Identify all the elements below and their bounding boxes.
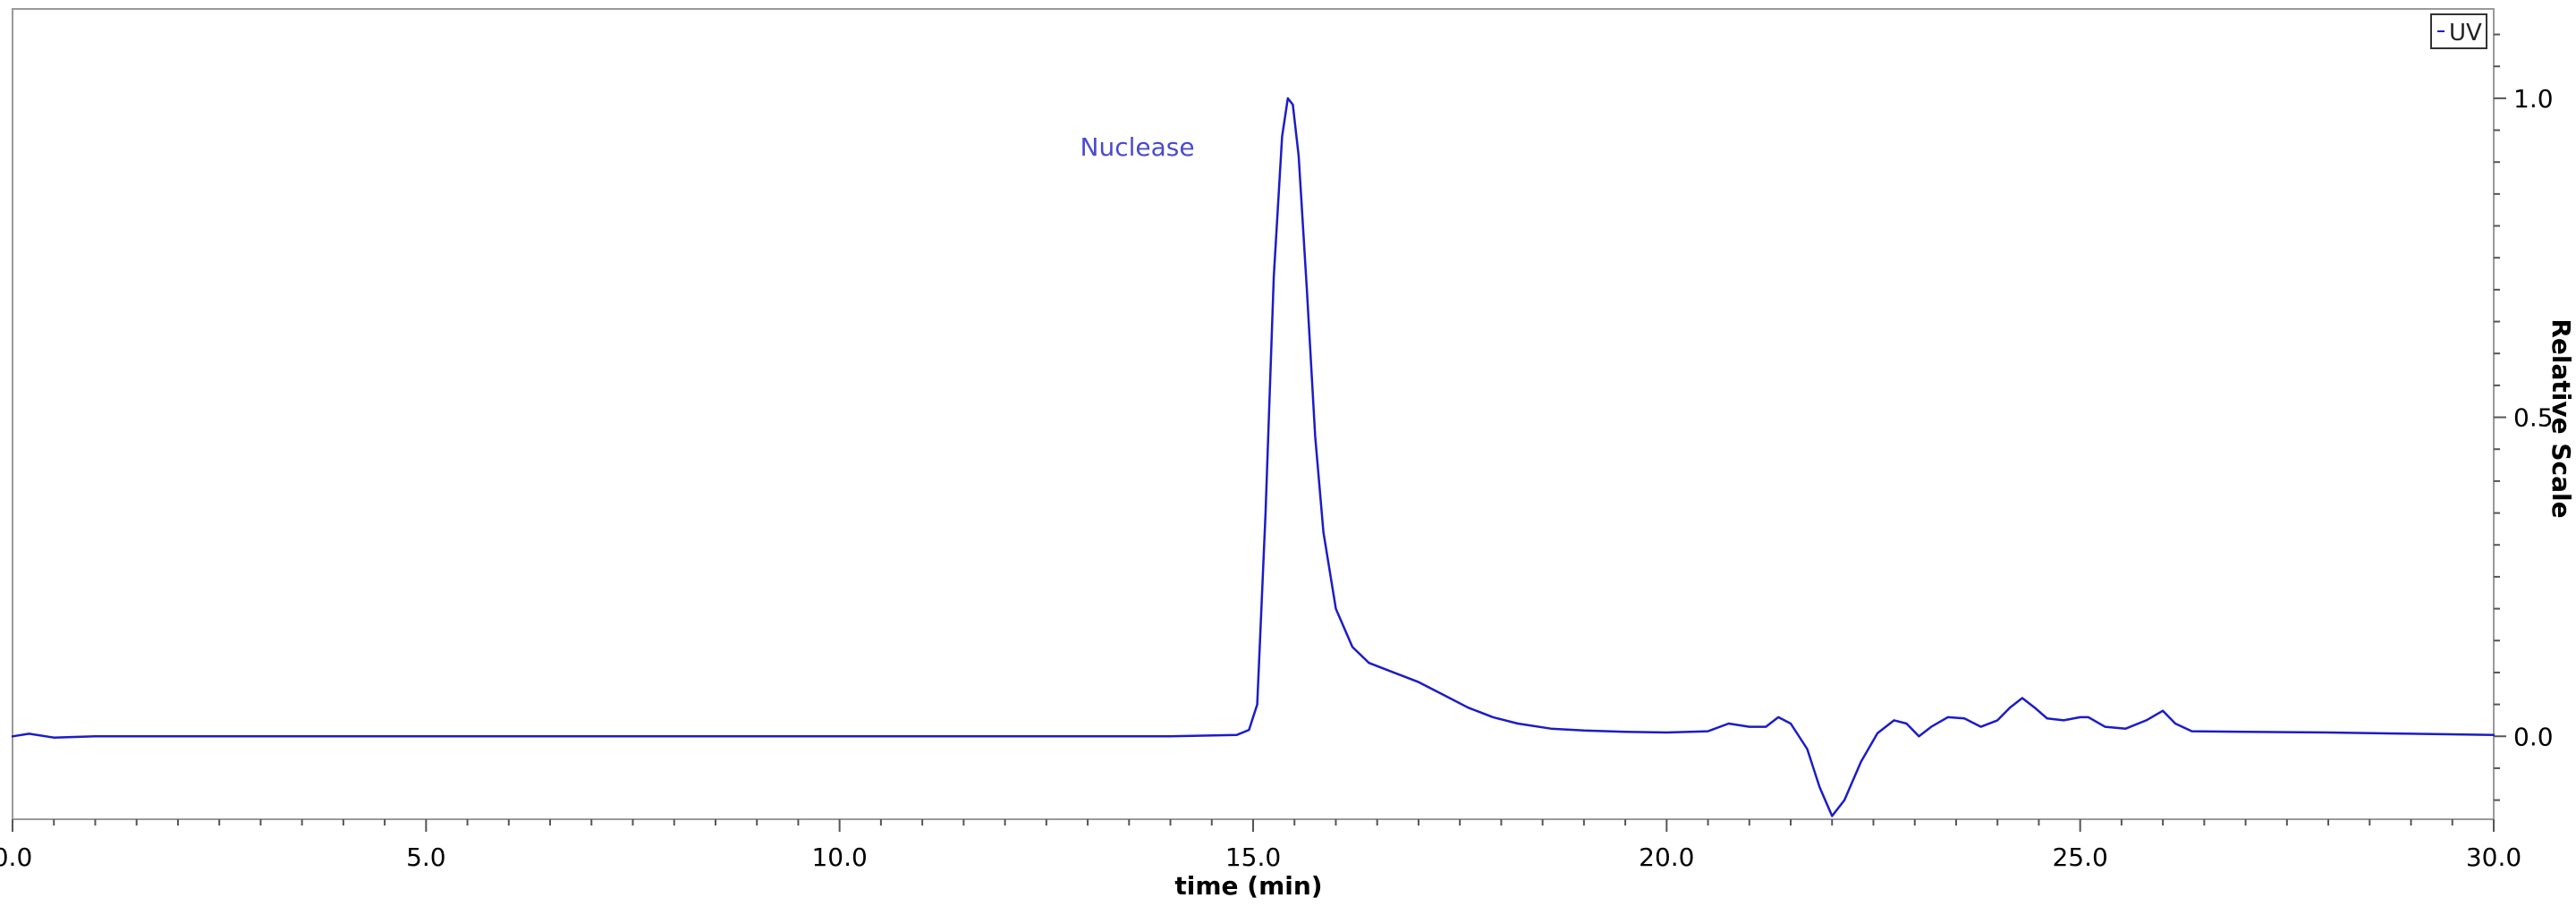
y-axis: 0.0 0.5 1.0 [2494, 33, 2554, 801]
x-tick-label: 15.0 [1225, 842, 1281, 872]
x-tick-label: 30.0 [2466, 842, 2521, 872]
x-tick-label: 10.0 [811, 842, 867, 872]
legend-label-uv: UV [2449, 20, 2482, 47]
y-axis-label: Relative Scale [2546, 318, 2576, 518]
y-tick-label: 1.0 [2513, 84, 2554, 114]
y-tick-label: 0.0 [2513, 722, 2554, 751]
x-tick-label: 20.0 [1639, 842, 1694, 872]
legend-box [2430, 13, 2487, 49]
x-tick-label: 25.0 [2052, 842, 2107, 872]
x-axis-label: time (min) [1174, 871, 1322, 901]
x-tick-label: 0.0 [0, 842, 32, 872]
plot-frame [12, 8, 2495, 820]
legend[interactable]: UV [2430, 13, 2487, 49]
x-axis: 0.0 5.0 10.0 15.0 20.0 25.0 30.0 [0, 819, 2521, 872]
series-line-uv [11, 97, 2496, 817]
series-layer [11, 97, 2496, 817]
peak-annotation-nuclease: Nuclease [1080, 132, 1195, 162]
y-tick-label: 0.5 [2513, 403, 2554, 433]
x-tick-label: 5.0 [406, 842, 446, 872]
